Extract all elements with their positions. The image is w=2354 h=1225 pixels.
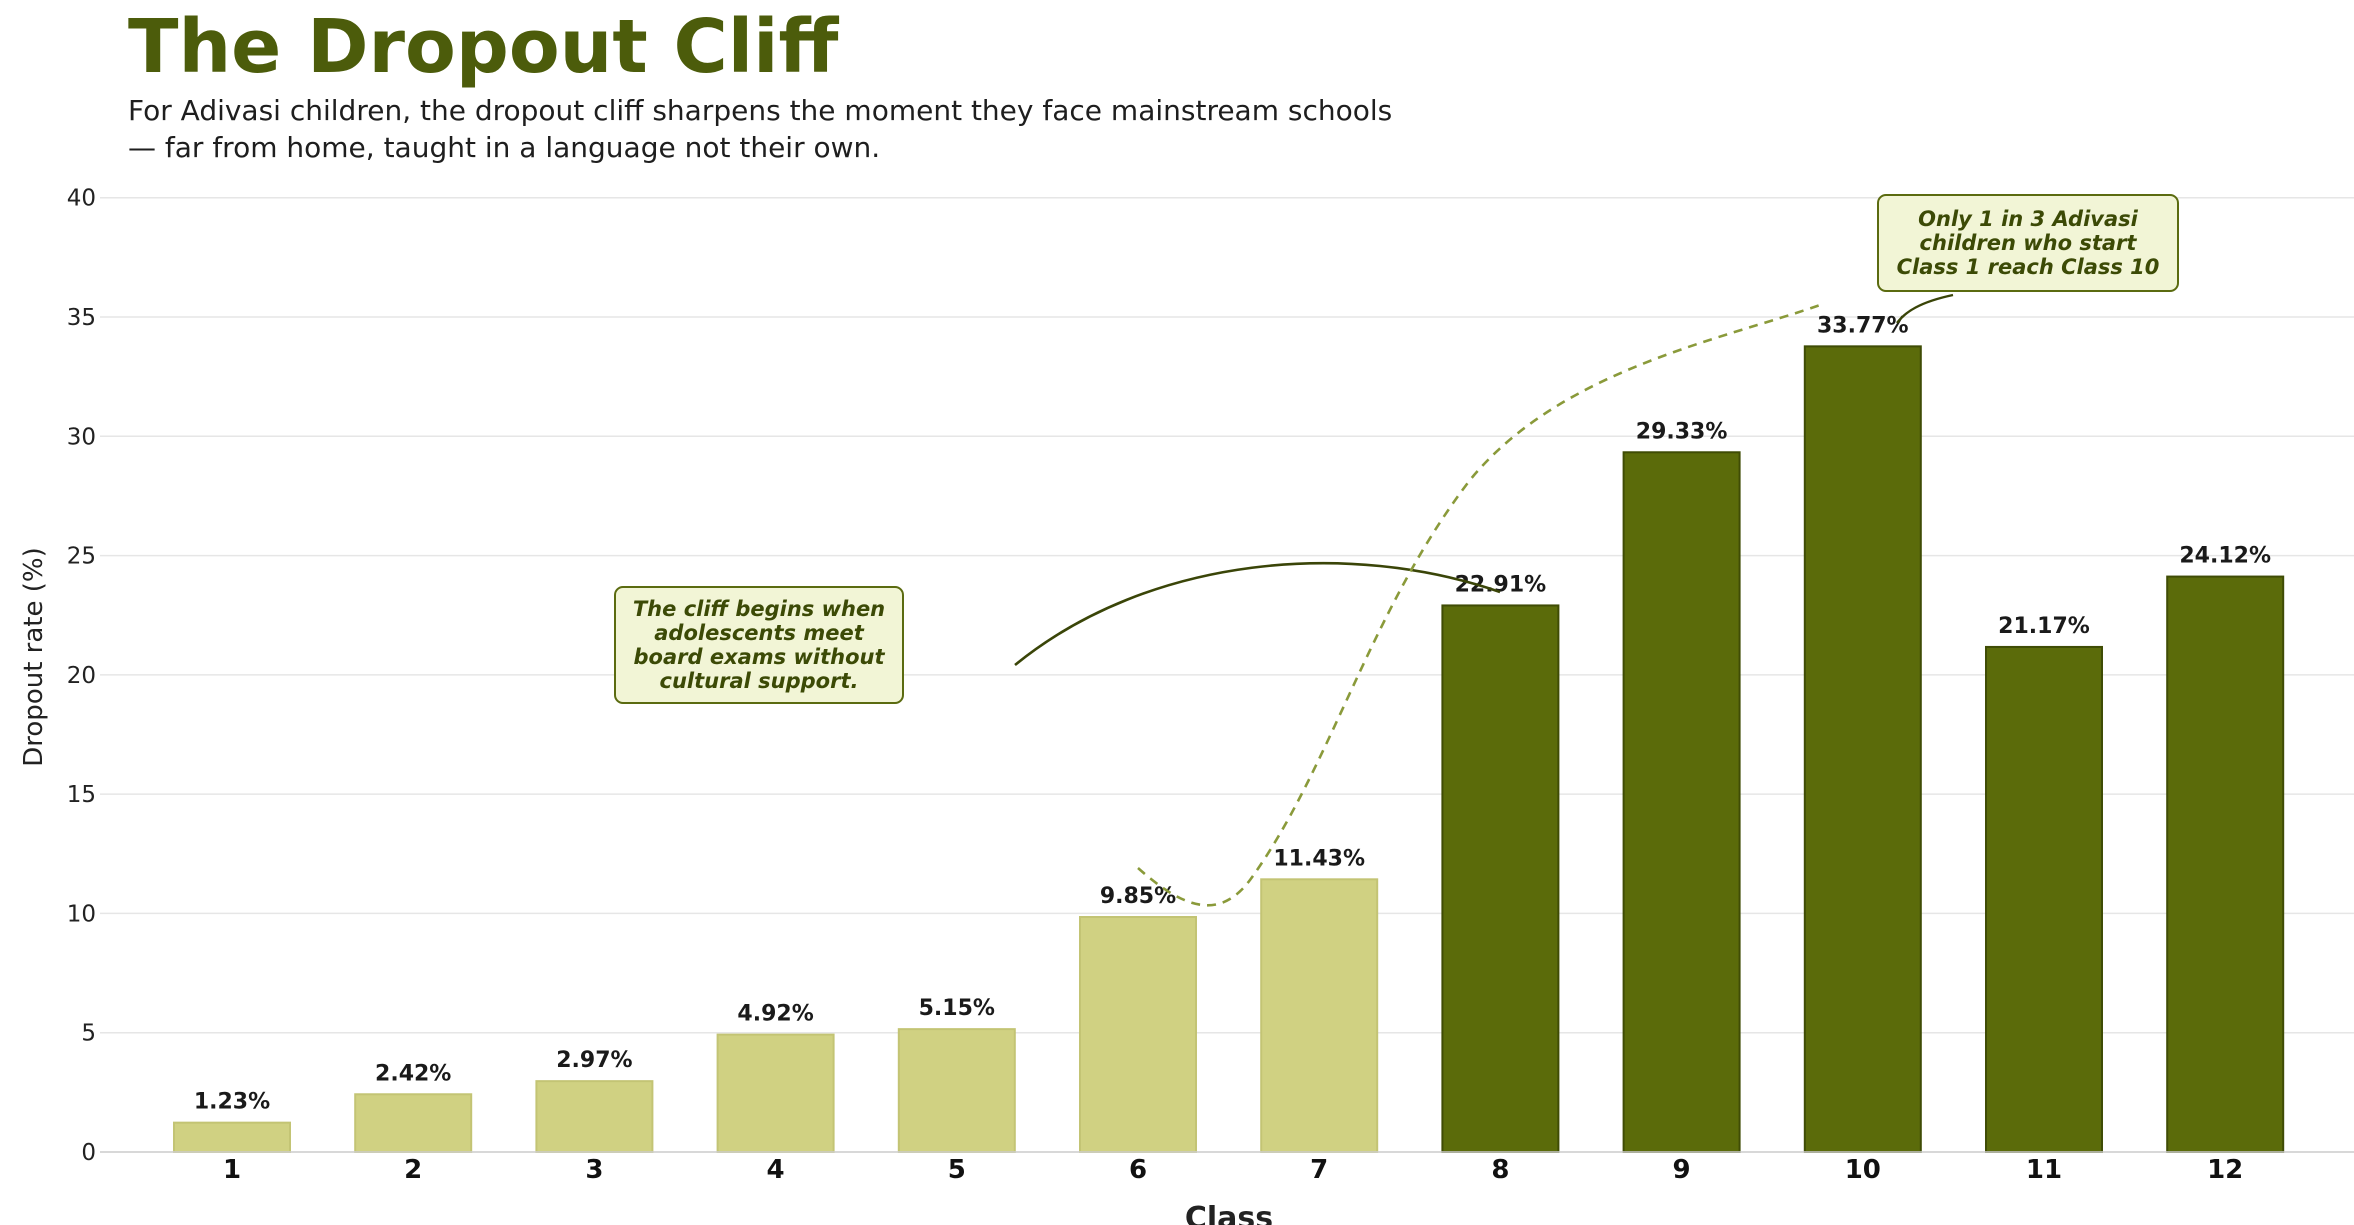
data-label-class-8: 22.91% [1455, 572, 1547, 597]
data-label-class-10: 33.77% [1817, 313, 1909, 338]
bars [173, 345, 2285, 1154]
reach-arrow-curve [1896, 293, 1954, 324]
data-label-class-5: 5.15% [919, 996, 995, 1021]
y-tick-label: 25 [67, 544, 96, 570]
y-tick-label: 30 [67, 424, 96, 450]
bar-class-8 [1441, 604, 1560, 1153]
chart-subtitle-line-1: For Adivasi children, the dropout cliff … [128, 94, 1393, 127]
y-tick-label: 20 [67, 663, 96, 689]
y-tick-label: 5 [81, 1021, 96, 1047]
bar-class-12 [2166, 575, 2285, 1153]
data-label-class-4: 4.92% [737, 1002, 813, 1027]
y-tick-label: 35 [67, 305, 96, 331]
x-tick-label: 1 [223, 1155, 241, 1185]
data-label-class-3: 2.97% [556, 1048, 632, 1073]
annotation-arrows [1014, 293, 1954, 907]
x-tick-label: 3 [585, 1155, 603, 1185]
cliff-annotation: The cliff begins when adolescents meet b… [614, 586, 904, 704]
x-tick-label: 9 [1673, 1155, 1691, 1185]
trend-dashed-curve [1137, 303, 1821, 907]
data-label-class-12: 24.12% [2179, 544, 2271, 569]
x-tick-label: 11 [2026, 1155, 2062, 1185]
data-label-class-2: 2.42% [375, 1061, 451, 1086]
data-label-class-9: 29.33% [1636, 419, 1728, 444]
x-tick-label: 2 [404, 1155, 422, 1185]
bar-class-9 [1622, 451, 1741, 1153]
x-axis: 1 2 3 4 5 6 7 8 9 10 11 12 [100, 1151, 2354, 1185]
bar-class-4 [716, 1033, 835, 1153]
y-tick-label: 10 [67, 901, 96, 927]
reach-annotation: Only 1 in 3 Adivasi children who start C… [1877, 194, 2179, 292]
bar-class-5 [897, 1028, 1016, 1154]
bar-class-11 [1985, 645, 2103, 1153]
x-tick-label: 8 [1491, 1155, 1509, 1185]
bar-class-10 [1803, 345, 1922, 1153]
y-axis: 0 5 10 15 20 25 30 35 40 [67, 186, 96, 1166]
data-labels: 1.23%2.42%2.97%4.92% 5.15%9.85%11.43%22.9… [194, 313, 2271, 1114]
y-tick-label: 0 [81, 1140, 96, 1166]
x-tick-label: 12 [2207, 1155, 2243, 1185]
chart-title: The Dropout Cliff [128, 4, 839, 90]
bar-class-2 [354, 1093, 473, 1154]
x-tick-label: 10 [1845, 1155, 1881, 1185]
data-label-class-11: 21.17% [1998, 614, 2090, 639]
x-tick-label: 7 [1310, 1155, 1328, 1185]
y-tick-label: 40 [67, 186, 96, 212]
x-tick-label: 6 [1129, 1155, 1147, 1185]
y-tick-label: 15 [67, 782, 96, 808]
x-tick-label: 4 [767, 1155, 785, 1185]
cliff-arrow-curve [1014, 561, 1501, 667]
bar-class-7 [1260, 878, 1379, 1153]
data-label-class-7: 11.43% [1273, 846, 1365, 871]
chart-subtitle-line-2: — far from home, taught in a language no… [128, 131, 881, 164]
x-axis-label: Class [1185, 1201, 1273, 1225]
bar-class-3 [535, 1080, 654, 1153]
y-axis-label: Dropout rate (%) [19, 547, 49, 766]
bar-class-1 [173, 1121, 291, 1154]
data-label-class-1: 1.23% [194, 1090, 270, 1115]
x-tick-label: 5 [948, 1155, 966, 1185]
bar-class-6 [1079, 916, 1197, 1153]
